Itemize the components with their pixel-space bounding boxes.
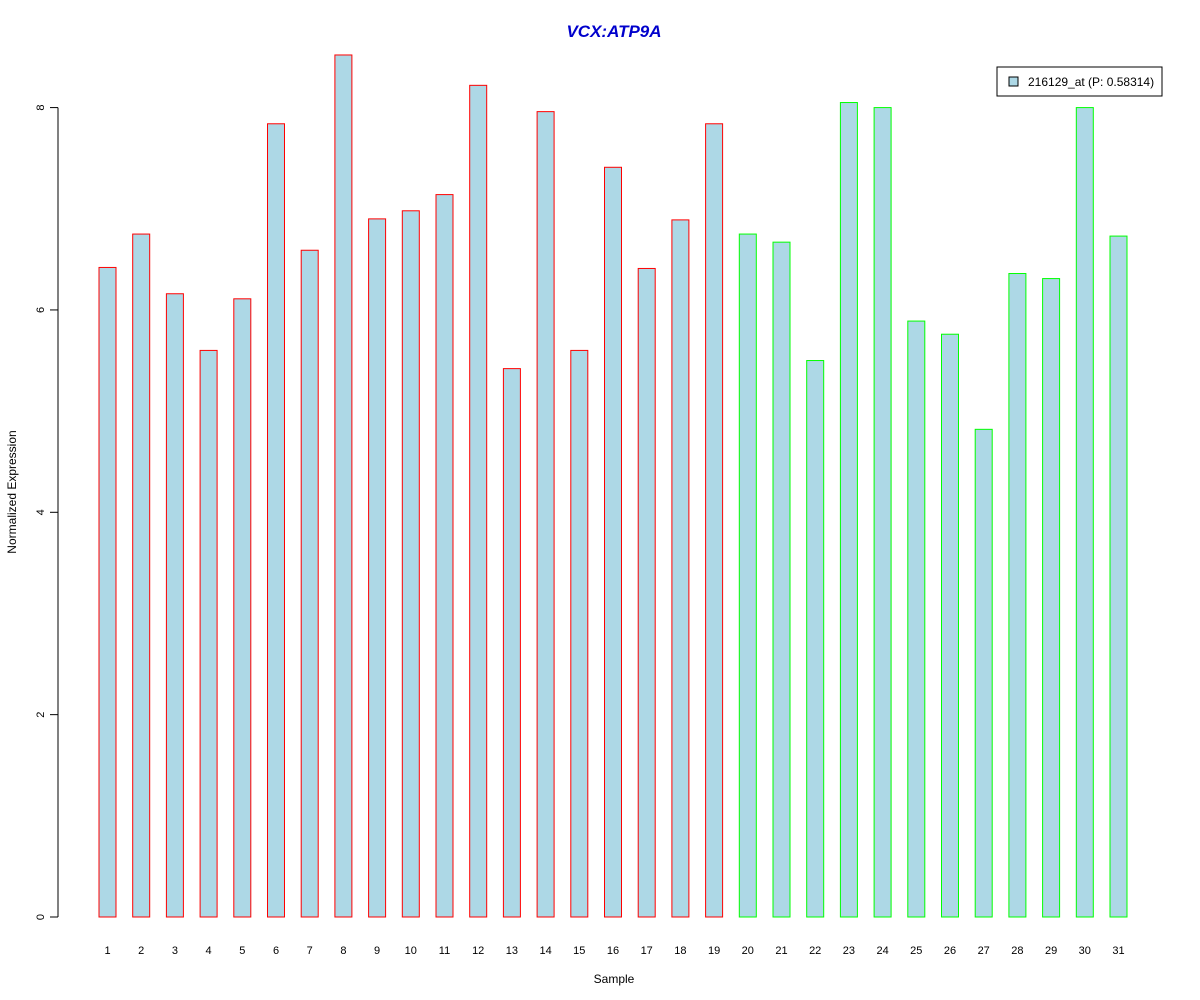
x-tick-label: 18 xyxy=(674,945,686,957)
x-tick-label: 9 xyxy=(374,945,380,957)
bar xyxy=(1109,235,1128,918)
x-tick-label: 2 xyxy=(138,945,144,957)
bar xyxy=(1075,107,1094,918)
x-tick-label: 29 xyxy=(1045,945,1057,957)
bar xyxy=(1042,278,1061,918)
y-axis: 0 2 4 6 8 xyxy=(35,105,59,920)
bar xyxy=(199,349,218,918)
bar xyxy=(839,102,858,918)
bar xyxy=(469,84,488,918)
bar xyxy=(401,210,420,918)
x-tick-label: 28 xyxy=(1011,945,1023,957)
y-tick-label: 4 xyxy=(35,509,47,515)
x-tick-label: 23 xyxy=(843,945,855,957)
bars xyxy=(98,54,1128,918)
bar xyxy=(604,166,622,918)
y-axis-label: Normalized Expression xyxy=(5,430,19,553)
legend: 216129_at (P: 0.58314) xyxy=(996,66,1163,97)
x-tick-label: 14 xyxy=(539,945,551,957)
y-tick-label: 0 xyxy=(35,914,47,920)
bar xyxy=(570,349,589,918)
bar xyxy=(974,428,993,918)
x-tick-label: 20 xyxy=(742,945,754,957)
x-tick-label: 27 xyxy=(978,945,990,957)
legend-box xyxy=(996,66,1163,97)
bar xyxy=(637,267,656,918)
legend-entry: 216129_at (P: 0.58314) xyxy=(1028,75,1154,89)
x-tick-label: 25 xyxy=(910,945,922,957)
x-tick-label: 21 xyxy=(775,945,787,957)
x-tick-labels: 1 2 3 4 5 6 7 8 9 10 11 12 13 14 15 16 17 18 19 20 21 22 23 24 2… xyxy=(104,945,1124,957)
x-tick-label: 13 xyxy=(506,945,518,957)
x-tick-label: 11 xyxy=(439,945,450,957)
x-tick-label: 26 xyxy=(944,945,956,957)
x-tick-label: 16 xyxy=(607,945,619,957)
x-tick-label: 10 xyxy=(405,945,417,957)
y-tick-label: 6 xyxy=(35,307,47,313)
chart-title: VCX:ATP9A xyxy=(566,22,661,41)
y-tick-label: 8 xyxy=(35,105,47,111)
x-tick-label: 5 xyxy=(239,945,245,957)
bar xyxy=(1008,273,1027,918)
y-tick-label: 2 xyxy=(35,712,47,718)
x-tick-label: 8 xyxy=(340,945,346,957)
x-tick-label: 3 xyxy=(172,945,178,957)
bar xyxy=(705,123,724,918)
x-tick-label: 30 xyxy=(1079,945,1091,957)
bar xyxy=(738,233,757,918)
bar xyxy=(435,194,454,918)
bar xyxy=(806,360,825,918)
x-axis-label: Sample xyxy=(594,972,635,986)
x-tick-label: 12 xyxy=(472,945,484,957)
bar xyxy=(941,333,959,918)
bar xyxy=(300,249,319,918)
bar xyxy=(772,241,791,918)
x-tick-label: 17 xyxy=(641,945,653,957)
x-tick-label: 7 xyxy=(307,945,313,957)
x-tick-label: 6 xyxy=(273,945,279,957)
bar xyxy=(165,293,184,918)
legend-swatch xyxy=(1008,76,1019,87)
bar xyxy=(98,266,117,918)
bar xyxy=(368,218,387,918)
bar xyxy=(233,298,252,918)
x-tick-label: 15 xyxy=(573,945,585,957)
bar xyxy=(873,107,892,918)
x-tick-label: 4 xyxy=(206,945,212,957)
x-tick-label: 19 xyxy=(708,945,720,957)
x-tick-label: 1 xyxy=(104,945,110,957)
bar xyxy=(502,368,521,918)
bar xyxy=(536,111,555,918)
x-tick-label: 24 xyxy=(876,945,888,957)
bar xyxy=(907,320,926,918)
x-tick-label: 22 xyxy=(809,945,821,957)
bar xyxy=(671,219,690,918)
bar xyxy=(267,123,285,918)
bar xyxy=(334,54,353,918)
x-tick-label: 31 xyxy=(1112,945,1124,957)
bar xyxy=(132,233,151,918)
